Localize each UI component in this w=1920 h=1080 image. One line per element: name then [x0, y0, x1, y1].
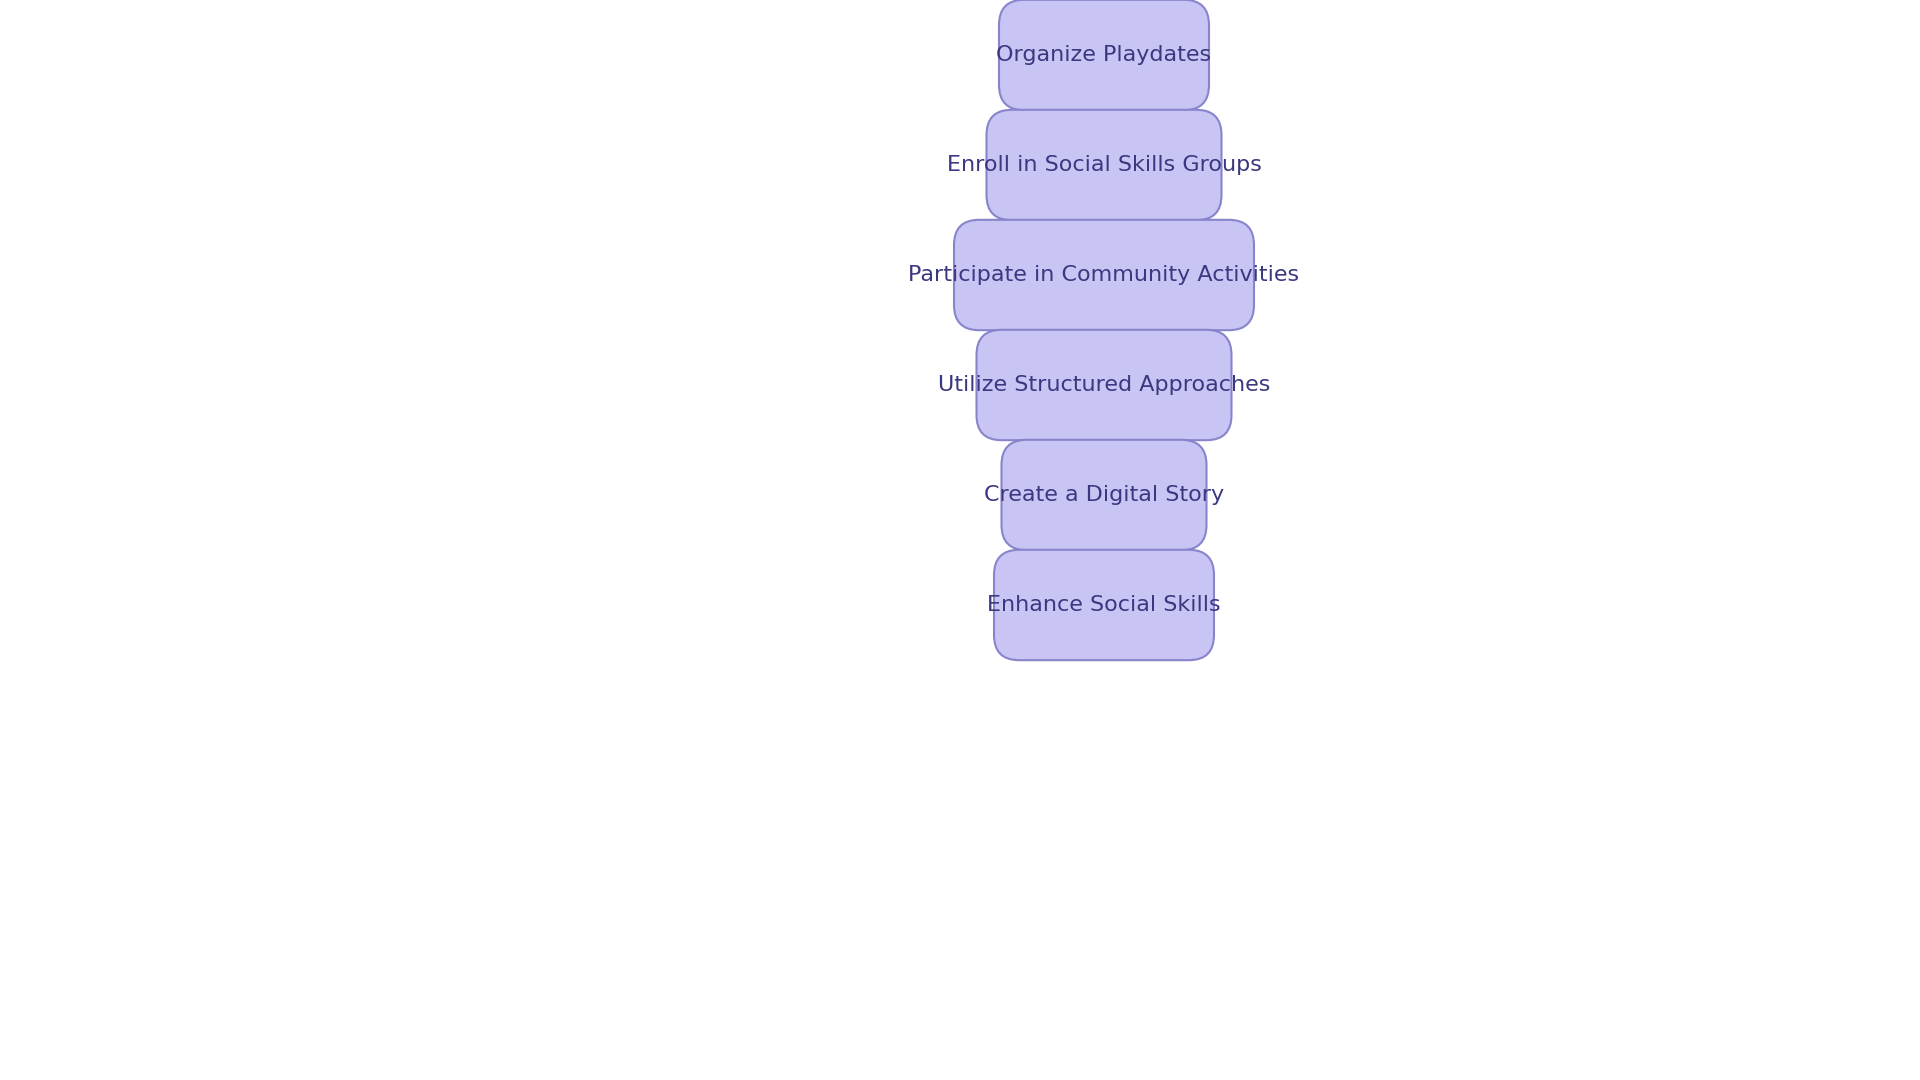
- FancyBboxPatch shape: [977, 329, 1231, 441]
- Text: Enroll in Social Skills Groups: Enroll in Social Skills Groups: [947, 156, 1261, 175]
- Text: Create a Digital Story: Create a Digital Story: [983, 485, 1225, 505]
- Text: Organize Playdates: Organize Playdates: [996, 45, 1212, 65]
- Text: Enhance Social Skills: Enhance Social Skills: [987, 595, 1221, 615]
- FancyBboxPatch shape: [987, 110, 1221, 220]
- Text: Utilize Structured Approaches: Utilize Structured Approaches: [937, 375, 1271, 395]
- FancyBboxPatch shape: [1002, 440, 1206, 550]
- FancyBboxPatch shape: [954, 220, 1254, 330]
- FancyBboxPatch shape: [998, 0, 1210, 110]
- FancyBboxPatch shape: [995, 550, 1213, 660]
- Text: Participate in Community Activities: Participate in Community Activities: [908, 265, 1300, 285]
